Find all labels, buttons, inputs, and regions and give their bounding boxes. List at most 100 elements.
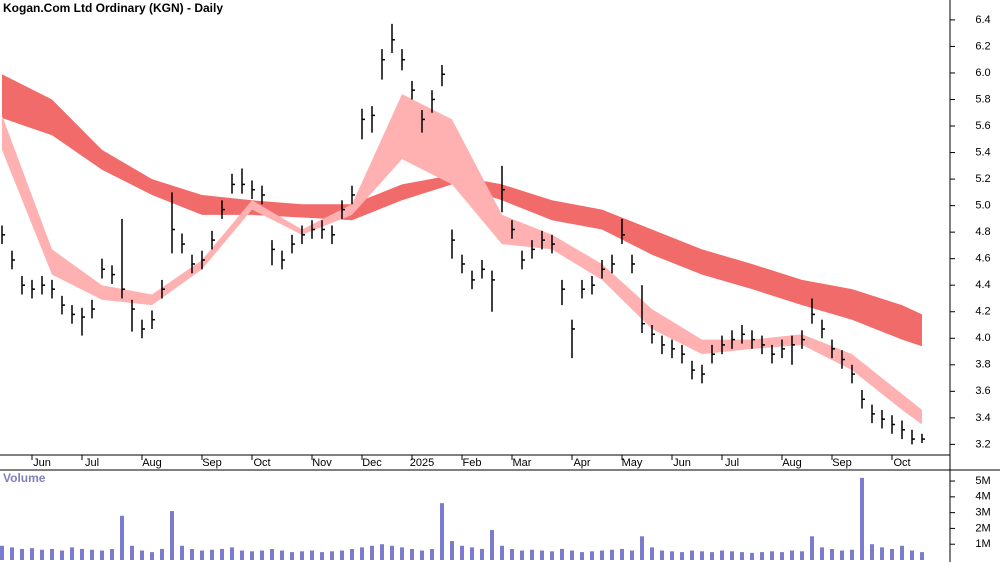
volume-bar — [90, 549, 94, 560]
volume-bar — [0, 545, 4, 560]
volume-bar — [520, 550, 524, 560]
x-tick-label: Mar — [513, 457, 532, 469]
volume-bar — [120, 515, 124, 560]
y-tick-label: 5.6 — [975, 120, 990, 132]
y-tick-label: 3.4 — [975, 412, 990, 424]
volume-bar — [770, 551, 774, 560]
volume-bar — [650, 547, 654, 560]
y-tick-label: 4.8 — [975, 226, 990, 238]
y-tick-label: 1M — [975, 538, 990, 550]
volume-bar — [630, 550, 634, 560]
volume-bar — [500, 545, 504, 560]
volume-bar — [880, 547, 884, 560]
volume-bar — [750, 552, 754, 560]
volume-bar — [850, 549, 854, 560]
volume-bar — [470, 547, 474, 560]
y-tick-label: 3.8 — [975, 359, 990, 371]
volume-bar — [50, 548, 54, 560]
volume-bar — [110, 548, 114, 560]
x-tick-label: Sep — [832, 457, 852, 469]
volume-bar — [210, 549, 214, 560]
ribbon-band — [2, 94, 922, 425]
volume-bar — [700, 551, 704, 560]
volume-bar — [790, 550, 794, 560]
volume-bar — [360, 547, 364, 560]
x-tick-label: Aug — [142, 457, 162, 469]
y-tick-label: 4.4 — [975, 279, 990, 291]
volume-bar — [860, 477, 864, 560]
y-tick-label: 4.2 — [975, 306, 990, 318]
volume-bar — [920, 552, 924, 560]
volume-bar — [20, 548, 24, 560]
y-tick-label: 5.0 — [975, 200, 990, 212]
volume-bar — [690, 550, 694, 560]
volume-bar — [490, 530, 494, 560]
volume-bar — [380, 544, 384, 560]
volume-bar — [410, 548, 414, 560]
volume-bar — [460, 545, 464, 560]
y-tick-label: 5.4 — [975, 146, 990, 158]
volume-bar — [510, 548, 514, 560]
volume-bar — [250, 551, 254, 560]
x-tick-label: Feb — [463, 457, 482, 469]
volume-bar — [290, 552, 294, 560]
volume-title: Volume — [3, 471, 46, 485]
volume-bar — [230, 547, 234, 560]
volume-bar — [220, 548, 224, 560]
volume-bar — [310, 550, 314, 560]
x-tick-label: Dec — [362, 457, 382, 469]
volume-bar — [660, 550, 664, 560]
y-tick-label: 2M — [975, 522, 990, 534]
volume-bar — [910, 550, 914, 560]
x-tick-label: Nov — [312, 457, 332, 469]
y-tick-label: 5M — [975, 475, 990, 487]
volume-bar — [740, 552, 744, 560]
y-tick-label: 6.2 — [975, 40, 990, 52]
volume-bar — [330, 551, 334, 560]
volume-bar — [450, 541, 454, 560]
volume-bar — [800, 551, 804, 560]
volume-bar — [160, 548, 164, 560]
y-tick-label: 6.4 — [975, 14, 990, 26]
x-tick-label: Sep — [202, 457, 222, 469]
chart-title: Kogan.Com Ltd Ordinary (KGN) - Daily — [3, 1, 223, 15]
volume-bar — [60, 550, 64, 560]
volume-bar — [420, 550, 424, 560]
volume-bar — [730, 551, 734, 560]
volume-bar — [890, 548, 894, 560]
volume-bar — [670, 551, 674, 560]
volume-bar — [130, 545, 134, 560]
volume-bar — [440, 503, 444, 560]
y-tick-label: 4M — [975, 491, 990, 503]
y-tick-label: 5.8 — [975, 93, 990, 105]
volume-bar — [240, 550, 244, 560]
volume-bar — [820, 547, 824, 560]
x-tick-label: Apr — [573, 457, 590, 469]
y-tick-label: 3.2 — [975, 438, 990, 450]
volume-bar — [150, 552, 154, 560]
volume-bar — [580, 552, 584, 560]
volume-bar — [540, 550, 544, 560]
y-tick-label: 4.0 — [975, 332, 990, 344]
x-tick-label: Jun — [673, 457, 691, 469]
volume-bar — [370, 545, 374, 560]
volume-bar — [350, 548, 354, 560]
volume-bar — [40, 549, 44, 560]
volume-bar — [760, 552, 764, 560]
x-tick-label: 2025 — [410, 457, 434, 469]
volume-bar — [620, 548, 624, 560]
volume-bar — [340, 550, 344, 560]
volume-bar — [640, 536, 644, 560]
volume-bar — [810, 536, 814, 560]
volume-bar — [180, 545, 184, 560]
volume-bar — [840, 550, 844, 560]
x-tick-label: Aug — [782, 457, 802, 469]
volume-bar — [900, 545, 904, 560]
volume-bar — [610, 549, 614, 560]
volume-bar — [400, 547, 404, 560]
volume-bar — [480, 548, 484, 560]
volume-bar — [530, 549, 534, 560]
volume-bar — [80, 548, 84, 560]
volume-bar — [720, 550, 724, 560]
